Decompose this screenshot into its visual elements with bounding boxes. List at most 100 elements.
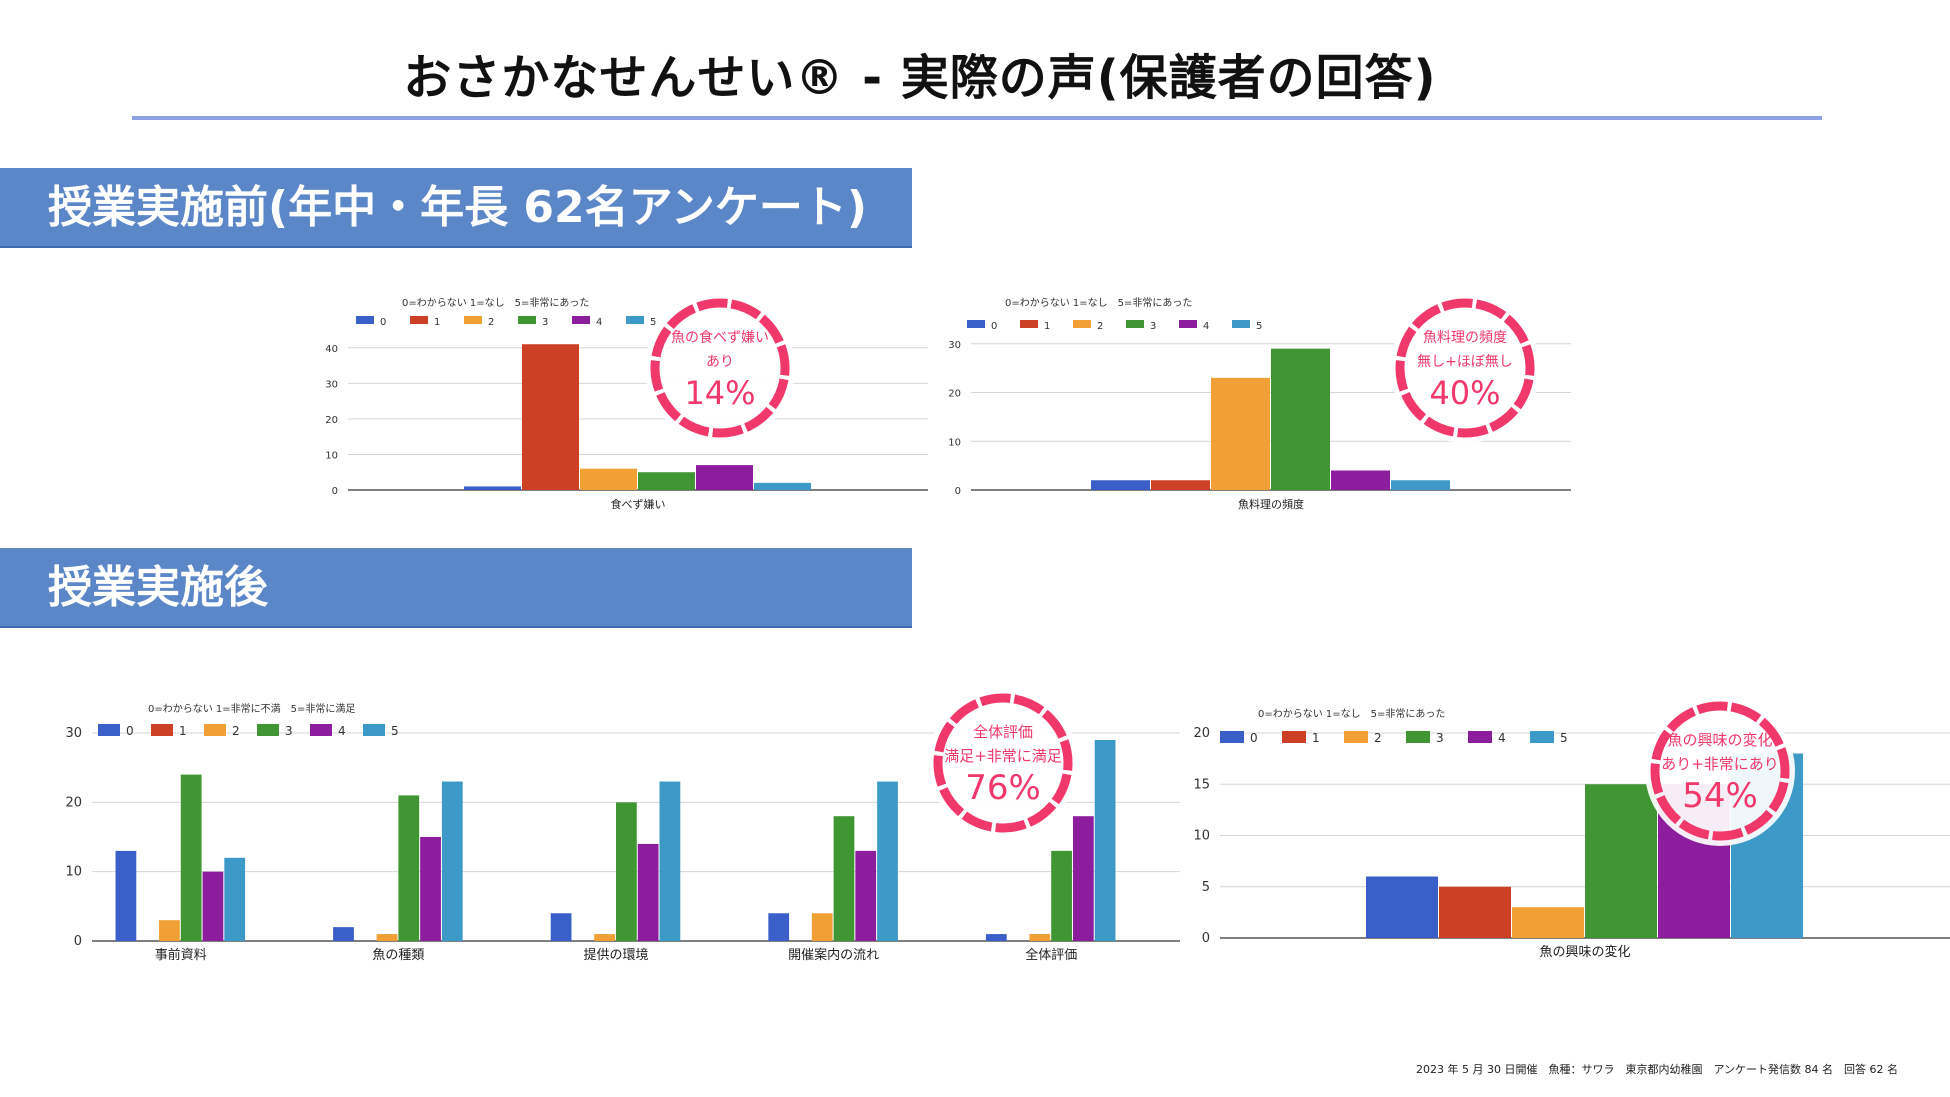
bar	[855, 850, 877, 941]
y-tick-label: 40	[325, 344, 338, 355]
page-title: おさかなせんせい® - 実際の声(保護者の回答)	[403, 50, 1437, 106]
bar	[877, 781, 898, 941]
bar	[1051, 850, 1072, 941]
legend-swatch	[310, 724, 332, 736]
category-label: 事前資料	[155, 947, 207, 963]
badge-background	[1390, 293, 1540, 443]
legend-label: 1	[1044, 321, 1050, 332]
y-tick-label: 30	[948, 340, 961, 351]
badge-line1: 魚料理の頻度	[1423, 330, 1507, 346]
section-banner-before: 授業実施前(年中・年長 62名アンケート)	[0, 168, 912, 248]
bar	[1391, 480, 1450, 490]
badge-background	[1645, 696, 1795, 846]
legend-label: 4	[1498, 731, 1506, 745]
y-tick-label: 20	[65, 795, 82, 810]
legend-label: 2	[1374, 731, 1382, 745]
legend-label: 1	[1312, 731, 1320, 745]
legend-swatch	[1073, 320, 1091, 328]
section-banner-after: 授業実施後	[0, 548, 912, 628]
y-tick-label: 15	[1193, 777, 1210, 792]
y-tick-label: 30	[65, 726, 82, 741]
legend-label: 5	[391, 724, 399, 738]
chart-dislike: 0 10 20 30 40 0=わからない 1=なし 5=非常にあった 0 1 2 3 4 5 食べず嫌…	[312, 290, 928, 526]
bar	[811, 913, 833, 941]
y-tick-label: 30	[325, 379, 338, 390]
category-label: 開催案内の流れ	[788, 947, 879, 963]
legend-swatch	[356, 316, 374, 324]
legend-label: 3	[1436, 731, 1444, 745]
badge-background	[645, 293, 795, 443]
bar	[398, 795, 420, 941]
bar	[580, 468, 637, 490]
bar	[1585, 784, 1657, 938]
bar	[159, 920, 180, 941]
legend-swatch	[1126, 320, 1144, 328]
legend-label: 3	[542, 317, 548, 328]
badge-line1: 魚の興味の変化	[1667, 731, 1772, 749]
legend-label: 0	[1250, 731, 1258, 745]
bar	[333, 927, 354, 941]
legend-swatch	[98, 724, 120, 736]
chart-evaluation-svg: 0 10 20 30 0=わからない 1=非常に不満 5=非常に満足 0 1 2 3 4 5 事前資料…	[65, 688, 1180, 963]
legend-label: 5	[650, 317, 656, 328]
category-label: 魚の興味の変化	[1539, 944, 1630, 960]
chart-caption: 0=わからない 1=なし 5=非常にあった	[1005, 296, 1192, 309]
legend-label: 1	[179, 724, 187, 738]
bar	[637, 843, 659, 941]
legend-label: 0	[991, 321, 997, 332]
chart-interest: 0 5 10 15 20 0=わからない 1=なし 5=非常にあった 0 1 2 3 4 5 魚の興味の…	[1180, 695, 1950, 980]
legend-swatch	[1468, 731, 1492, 743]
bar	[1366, 876, 1438, 938]
legend-swatch	[572, 316, 590, 324]
chart-caption: 0=わからない 1=なし 5=非常にあった	[1258, 707, 1445, 720]
bar	[522, 344, 579, 490]
bar	[833, 816, 855, 941]
badge-line1: 魚の食べず嫌い	[671, 329, 769, 346]
bar	[1094, 739, 1116, 941]
legend-label: 2	[488, 317, 494, 328]
legend-swatch	[1179, 320, 1197, 328]
bar	[1271, 348, 1330, 490]
badge-line2: あり	[706, 354, 734, 370]
bar	[768, 913, 790, 941]
category-label: 食べず嫌い	[611, 497, 666, 511]
bar	[1029, 934, 1051, 941]
badge-value: 54%	[1682, 776, 1758, 816]
chart-cooking-svg: 0 10 20 30 0=わからない 1=なし 5=非常にあった 0 1 2 3 4 5 魚料理の頻度…	[948, 293, 1571, 511]
category-label: 提供の環境	[583, 947, 648, 963]
legend-label: 3	[285, 724, 293, 738]
bar	[1331, 470, 1390, 490]
title-divider	[132, 116, 1822, 120]
bar	[1091, 480, 1150, 490]
legend-label: 2	[1097, 321, 1103, 332]
legend-label: 5	[1560, 731, 1568, 745]
legend-swatch	[1406, 731, 1430, 743]
legend-label: 4	[596, 317, 602, 328]
badge-value: 14%	[684, 374, 755, 412]
badge-value: 76%	[965, 768, 1041, 808]
badge-value: 40%	[1429, 374, 1500, 412]
legend-swatch	[518, 316, 536, 324]
y-tick-label: 10	[65, 865, 82, 880]
chart-cooking: 0 10 20 30 0=わからない 1=なし 5=非常にあった 0 1 2 3 4 5 魚料理の頻度…	[935, 290, 1571, 526]
bar	[202, 871, 224, 941]
legend-swatch	[1530, 731, 1554, 743]
legend-label: 3	[1150, 321, 1156, 332]
footnote: 2023 年 5 月 30 日開催 魚種：サワラ 東京都内幼稚園 アンケート発信…	[1415, 1063, 1898, 1076]
chart-caption: 0=わからない 1=なし 5=非常にあった	[402, 296, 589, 309]
legend-label: 0	[126, 724, 134, 738]
badge-background	[928, 688, 1078, 838]
legend-label: 2	[232, 724, 240, 738]
y-tick-label: 20	[1193, 726, 1210, 741]
y-tick-label: 20	[948, 389, 961, 400]
category-label: 全体評価	[1025, 947, 1077, 963]
legend-swatch	[626, 316, 644, 324]
legend-swatch	[1344, 731, 1368, 743]
legend-swatch	[464, 316, 482, 324]
legend-swatch	[1282, 731, 1306, 743]
y-tick-label: 10	[325, 450, 338, 461]
bar	[1211, 377, 1270, 490]
legend-swatch	[1220, 731, 1244, 743]
legend-swatch	[151, 724, 173, 736]
